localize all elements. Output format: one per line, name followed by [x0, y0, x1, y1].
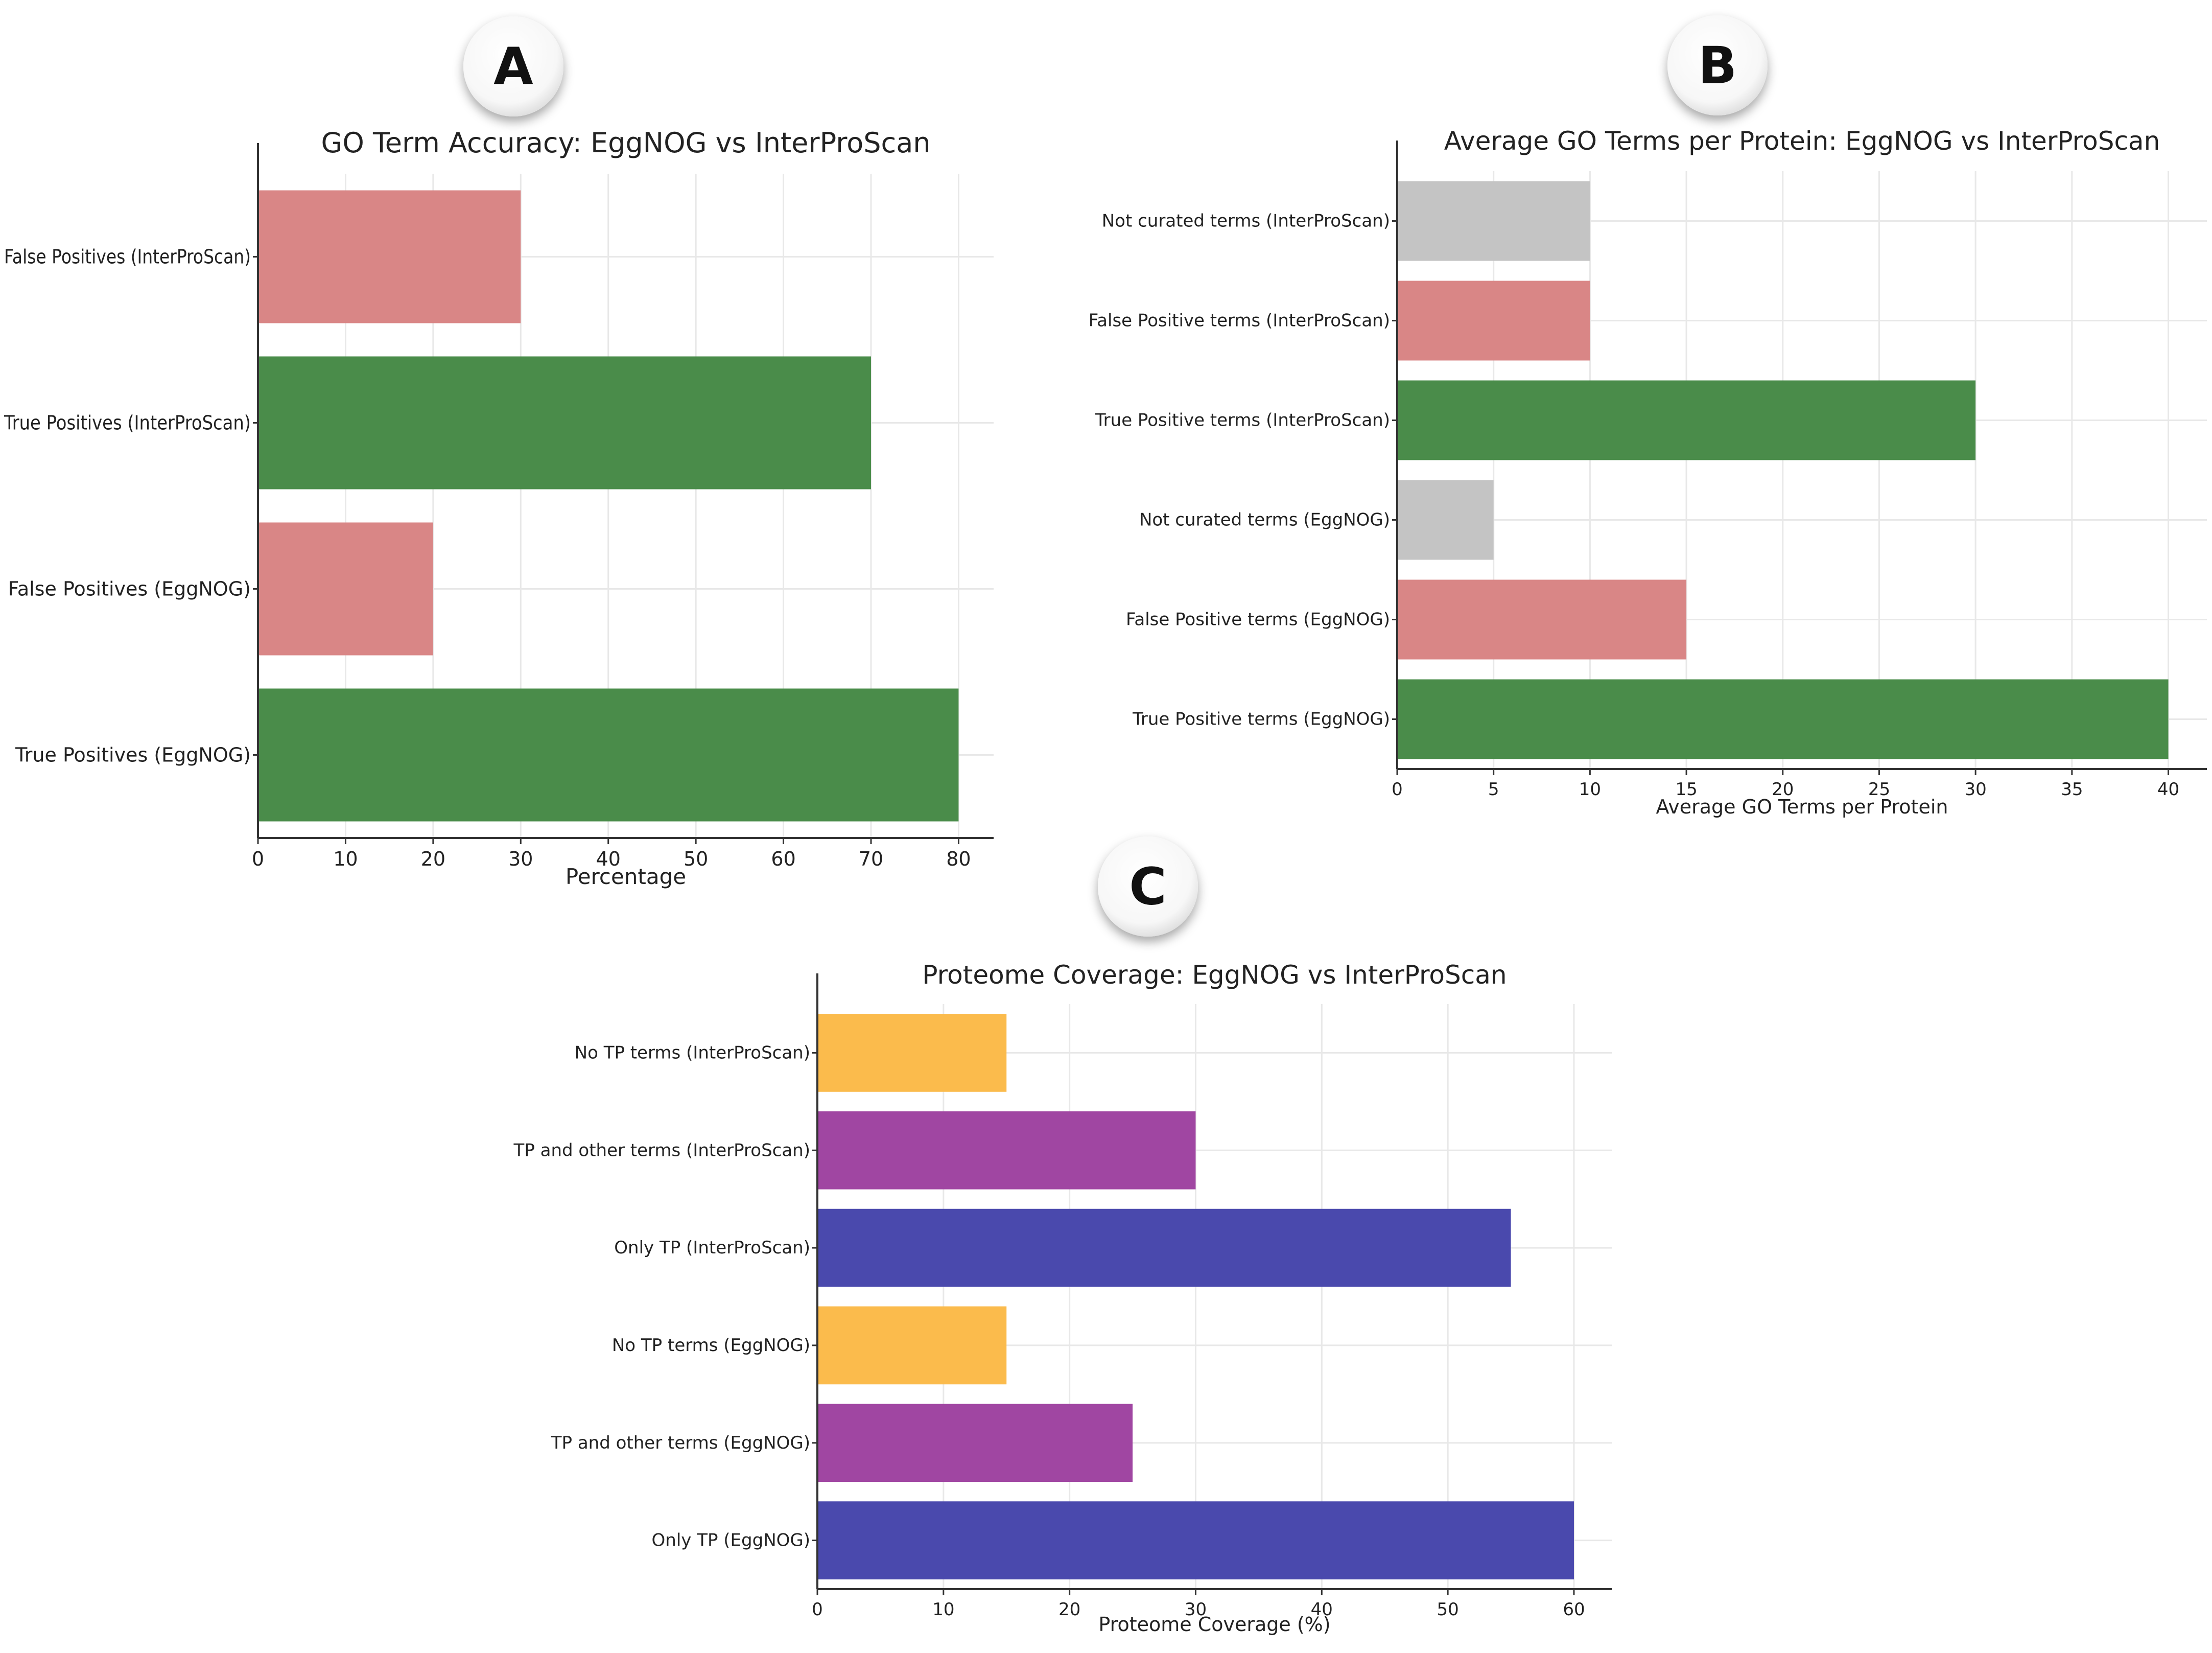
bar-not-curated-terms-interproscan — [1397, 181, 1590, 261]
chart-title: Average GO Terms per Protein: EggNOG vs … — [1444, 126, 2160, 156]
y-tick-label: Not curated terms (InterProScan) — [1102, 211, 1390, 231]
x-tick-label: 60 — [1563, 1599, 1585, 1620]
y-tick-label: Only TP (EggNOG) — [652, 1530, 810, 1551]
bar-false-positive-terms-interproscan — [1397, 281, 1590, 361]
x-tick-label: 20 — [421, 848, 445, 870]
bar-true-positive-terms-interproscan — [1397, 380, 1976, 460]
y-tick-label: Only TP (InterProScan) — [614, 1238, 810, 1258]
y-tick-label: True Positive terms (EggNOG) — [1132, 709, 1390, 730]
chart-go-term-accuracy: False Positives (InterProScan) True Posit… — [4, 127, 994, 889]
chart-proteome-coverage: No TP terms (InterProScan) TP and other t… — [513, 960, 1612, 1636]
x-tick-label: 70 — [859, 848, 883, 870]
bar-only-tp-interproscan — [817, 1208, 1511, 1287]
bar-tp-and-other-terms-interproscan — [817, 1111, 1196, 1190]
x-tick-label: 20 — [1772, 779, 1794, 800]
panel-badge-b-label: B — [1698, 36, 1737, 96]
panel-badge-a-label: A — [493, 37, 533, 97]
x-tick-label: 40 — [596, 848, 621, 870]
bar-false-positive-terms-eggnog — [1397, 579, 1687, 660]
panel-badge-b: B — [1667, 15, 1768, 115]
chart-title: Proteome Coverage: EggNOG vs InterProSca… — [922, 960, 1507, 990]
bar-not-curated-terms-eggnog — [1397, 480, 1494, 560]
y-tick-label: Not curated terms (EggNOG) — [1139, 510, 1390, 530]
panel-badge-b-circle — [1667, 15, 1768, 115]
x-tick-label: 30 — [508, 848, 533, 870]
bar-tp-and-other-terms-eggnog — [817, 1404, 1133, 1482]
x-tick-label: 35 — [2061, 779, 2083, 800]
y-tick-label: True Positives (InterProScan) — [4, 412, 251, 434]
x-tick-label: 40 — [2157, 779, 2179, 800]
bar-false-positives-eggnog — [258, 522, 433, 656]
bar-true-positives-eggnog — [258, 688, 959, 822]
x-tick-label: 80 — [946, 848, 971, 870]
x-tick-label: 20 — [1058, 1599, 1080, 1620]
panel-badge-a-circle — [463, 16, 563, 117]
bar-true-positives-interproscan — [258, 356, 871, 490]
x-tick-label: 15 — [1675, 779, 1697, 800]
x-tick-label: 60 — [771, 848, 795, 870]
bar-no-tp-terms-eggnog — [817, 1306, 1007, 1385]
bar-only-tp-eggnog — [817, 1501, 1574, 1579]
x-tick-label: 40 — [1311, 1599, 1333, 1620]
x-tick-label: 10 — [1579, 779, 1601, 800]
chart-title: GO Term Accuracy: EggNOG vs InterProScan — [321, 127, 930, 159]
x-axis-label: Percentage — [566, 864, 686, 889]
bar-false-positives-interproscan — [258, 190, 521, 323]
y-tick-label: TP and other terms (InterProScan) — [513, 1140, 810, 1160]
panel-badge-c-circle — [1098, 836, 1198, 937]
x-axis-label: Average GO Terms per Protein — [1656, 796, 1948, 818]
x-tick-label: 25 — [1868, 779, 1890, 800]
x-tick-label: 30 — [1185, 1599, 1207, 1620]
x-tick-label: 5 — [1488, 779, 1499, 800]
chart-average-go-terms: Not curated terms (InterProScan) False Po… — [1089, 126, 2207, 818]
y-tick-label: False Positive terms (EggNOG) — [1126, 610, 1390, 630]
y-tick-label: False Positives (EggNOG) — [8, 578, 251, 600]
y-tick-label: False Positives (InterProScan) — [4, 246, 251, 268]
y-tick-label: True Positive terms (InterProScan) — [1095, 410, 1390, 431]
x-axis-label: Proteome Coverage (%) — [1098, 1613, 1330, 1636]
x-tick-label: 0 — [252, 848, 264, 870]
bar-true-positive-terms-eggnog — [1397, 679, 2169, 759]
y-tick-label: No TP terms (EggNOG) — [612, 1335, 810, 1356]
x-tick-label: 10 — [333, 848, 358, 870]
x-tick-label: 50 — [1437, 1599, 1458, 1620]
y-tick-label: False Positive terms (InterProScan) — [1089, 311, 1390, 331]
panel-badge-a: A — [463, 16, 563, 117]
x-tick-label: 10 — [932, 1599, 954, 1620]
x-tick-label: 50 — [684, 848, 708, 870]
y-tick-label: No TP terms (InterProScan) — [575, 1042, 810, 1063]
panel-badge-c-label: C — [1129, 857, 1166, 917]
y-tick-label: TP and other terms (EggNOG) — [551, 1433, 810, 1453]
panel-badge-c: C — [1098, 836, 1198, 937]
x-tick-label: 0 — [1392, 779, 1403, 800]
bar-no-tp-terms-interproscan — [817, 1014, 1007, 1092]
x-tick-label: 0 — [812, 1599, 823, 1620]
x-tick-label: 30 — [1965, 779, 1987, 800]
y-tick-label: True Positives (EggNOG) — [15, 744, 251, 766]
